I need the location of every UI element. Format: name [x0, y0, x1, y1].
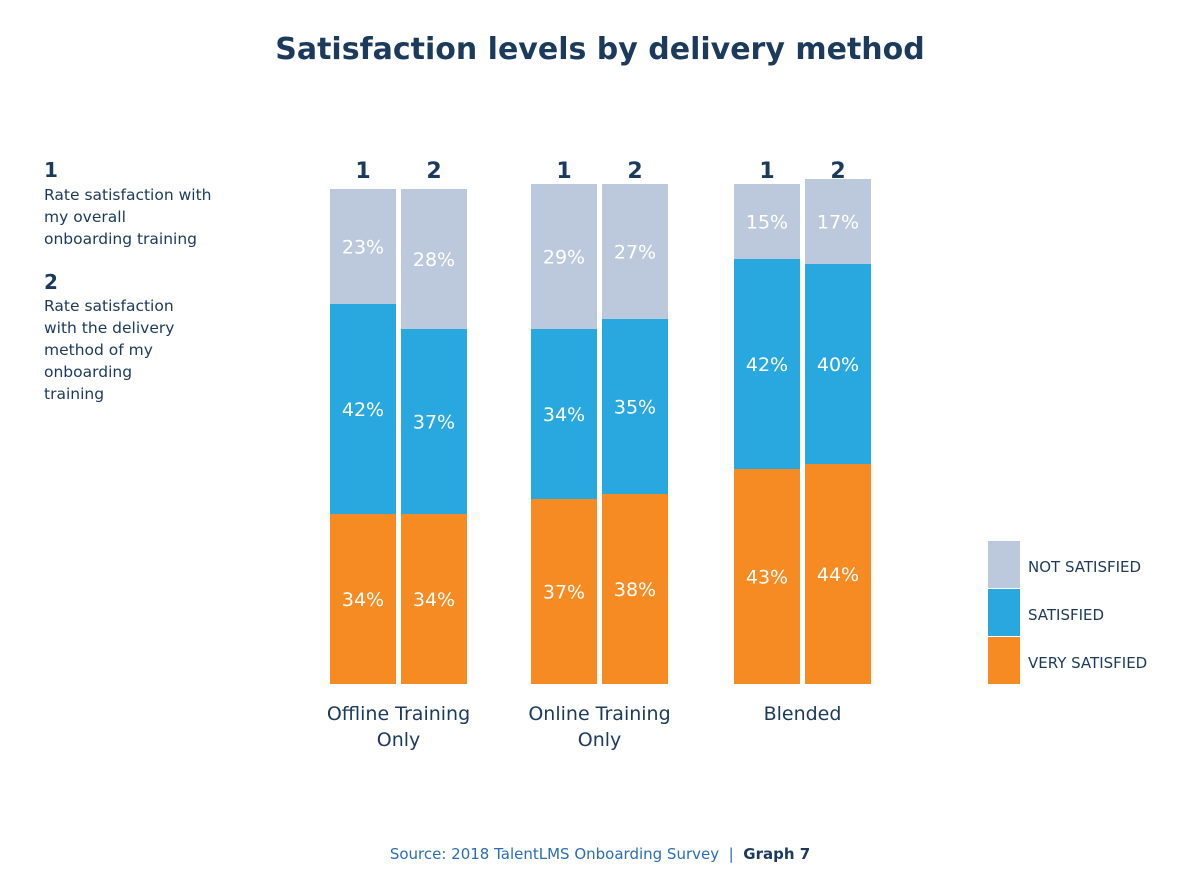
segment-label: 34%: [342, 589, 384, 611]
segment-label: 37%: [413, 412, 455, 434]
source-line: Source: 2018 TalentLMS Onboarding Survey…: [0, 845, 1200, 863]
bar-number-label: 1: [355, 159, 370, 184]
segment-label: 40%: [817, 354, 859, 376]
note-1-number: 1: [44, 158, 58, 182]
segment-label: 38%: [614, 579, 656, 601]
segment-label: 28%: [413, 249, 455, 271]
legend-label: SATISFIED: [1028, 606, 1104, 624]
legend-label: VERY SATISFIED: [1028, 654, 1147, 672]
bar-number-label: 2: [830, 159, 845, 184]
bar-segment: [330, 304, 396, 514]
bar-segment: [401, 329, 467, 514]
category-label: Offline Training: [327, 703, 470, 725]
bar-segment: [734, 259, 800, 469]
legend-swatch: [988, 589, 1020, 636]
bar-segment: [401, 514, 467, 684]
source-separator: |: [728, 845, 734, 863]
bar-segment: [734, 469, 800, 684]
segment-label: 23%: [342, 237, 384, 259]
note-1-text: Rate satisfaction with my overall onboar…: [44, 186, 212, 248]
segment-label: 42%: [746, 354, 788, 376]
segment-label: 29%: [543, 247, 585, 269]
bar-number-label: 2: [426, 159, 441, 184]
bar-number-label: 1: [556, 159, 571, 184]
chart-title: Satisfaction levels by delivery method: [275, 32, 925, 67]
bar-segment: [602, 319, 668, 494]
bar-segment: [602, 494, 668, 684]
segment-label: 43%: [746, 567, 788, 589]
bar-segment: [531, 184, 597, 329]
note-2-text: Rate satisfaction with the delivery meth…: [44, 297, 175, 403]
segment-label: 42%: [342, 399, 384, 421]
bar-segment: [734, 184, 800, 259]
bar-segment: [531, 329, 597, 499]
category-label: Only: [578, 729, 622, 751]
category-label: Online Training: [528, 703, 670, 725]
bar-segment: [531, 499, 597, 684]
category-label: Only: [377, 729, 421, 751]
bar-segment: [805, 264, 871, 464]
segment-label: 37%: [543, 582, 585, 604]
segment-label: 35%: [614, 397, 656, 419]
segment-label: 17%: [817, 212, 859, 234]
bar-segment: [602, 184, 668, 319]
bar-segment: [330, 189, 396, 304]
note-2-number: 2: [44, 270, 58, 294]
segment-label: 34%: [543, 404, 585, 426]
bar-segment: [401, 189, 467, 329]
segment-label: 15%: [746, 212, 788, 234]
segment-label: 44%: [817, 564, 859, 586]
segment-label: 27%: [614, 242, 656, 264]
legend-swatch: [988, 541, 1020, 588]
graph-number: Graph 7: [743, 845, 811, 863]
source-text: Source: 2018 TalentLMS Onboarding Survey: [389, 845, 720, 863]
bar-number-label: 2: [627, 159, 642, 184]
bar-segment: [330, 514, 396, 684]
bar-segment: [805, 179, 871, 264]
legend-label: NOT SATISFIED: [1028, 558, 1141, 576]
bar-number-label: 1: [759, 159, 774, 184]
category-label: Blended: [764, 703, 842, 725]
bar-segment: [805, 464, 871, 684]
legend-swatch: [988, 637, 1020, 684]
segment-label: 34%: [413, 589, 455, 611]
